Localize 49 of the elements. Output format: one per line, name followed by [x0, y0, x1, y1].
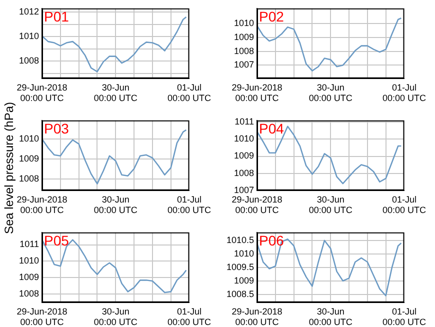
y-tick-label: 1009.5	[226, 262, 254, 272]
x-tick-label: 30-Jun 00:00 UTC	[94, 306, 138, 327]
y-tick-label: 1010	[234, 134, 254, 144]
x-tick-label: 30-Jun 00:00 UTC	[308, 306, 353, 327]
y-tick-label: 1008	[18, 56, 39, 66]
x-tick-label: 30-Jun 00:00 UTC	[94, 82, 138, 104]
x-tick-label: 01-Jul 00:00 UTC	[382, 194, 426, 216]
x-tick-label: 30-Jun 00:00 UTC	[308, 82, 353, 104]
y-tick-label: 1011	[234, 116, 254, 127]
y-tick-label: 1008	[234, 46, 254, 56]
x-tick-label: 29-Jun-2018 00:00 UTC	[232, 82, 282, 104]
chart-title: P03	[44, 120, 70, 136]
x-tick-label: 30-Jun 00:00 UTC	[308, 194, 353, 216]
x-tick-label: 01-Jul 00:00 UTC	[167, 194, 212, 216]
y-tick-label: 1010.5	[226, 234, 254, 245]
x-tick-label: 29-Jun-2018 00:00 UTC	[16, 306, 68, 327]
chart-title: P04	[259, 120, 284, 136]
chart-title: P06	[259, 232, 284, 248]
y-tick-label: 1010	[18, 256, 39, 266]
y-tick-label: 1008	[18, 173, 39, 184]
x-tick-label: 01-Jul 00:00 UTC	[167, 306, 212, 327]
y-tick-label: 1008.5	[226, 288, 254, 299]
y-tick-label: 1012	[18, 6, 39, 17]
x-tick-label: 01-Jul 00:00 UTC	[382, 82, 426, 104]
y-tick-label: 1008	[234, 168, 254, 178]
y-tick-label: 1009	[18, 153, 39, 164]
x-tick-label: 29-Jun-2018 00:00 UTC	[16, 194, 68, 216]
y-tick-label: 1010	[234, 18, 254, 28]
x-tick-label: 29-Jun-2018 00:00 UTC	[16, 82, 68, 104]
y-tick-label: 1007	[234, 184, 254, 195]
y-tick-label: 1010	[18, 31, 39, 42]
y-tick-label: 1009	[234, 275, 254, 286]
x-tick-label: 01-Jul 00:00 UTC	[382, 306, 426, 327]
x-tick-label: 29-Jun-2018 00:00 UTC	[232, 194, 282, 216]
x-tick-label: 29-Jun-2018 00:00 UTC	[232, 306, 282, 327]
y-tick-label: 1009	[234, 32, 254, 42]
chart-title: P02	[259, 8, 284, 24]
y-tick-label: 1010	[18, 133, 39, 144]
x-tick-label: 30-Jun 00:00 UTC	[94, 194, 138, 216]
y-tick-label: 1007	[234, 60, 254, 70]
y-tick-label: 1009	[18, 272, 39, 282]
chart-title: P01	[44, 8, 70, 24]
y-tick-label: 1011	[20, 239, 39, 250]
chart-title: P05	[44, 232, 70, 248]
y-tick-label: 1008	[18, 288, 39, 299]
y-tick-label: 1009	[234, 150, 254, 161]
y-tick-label: 1010	[234, 248, 254, 258]
x-tick-label: 01-Jul 00:00 UTC	[167, 82, 212, 104]
y-axis-title: Sea level pressure (hPa)	[2, 102, 16, 234]
